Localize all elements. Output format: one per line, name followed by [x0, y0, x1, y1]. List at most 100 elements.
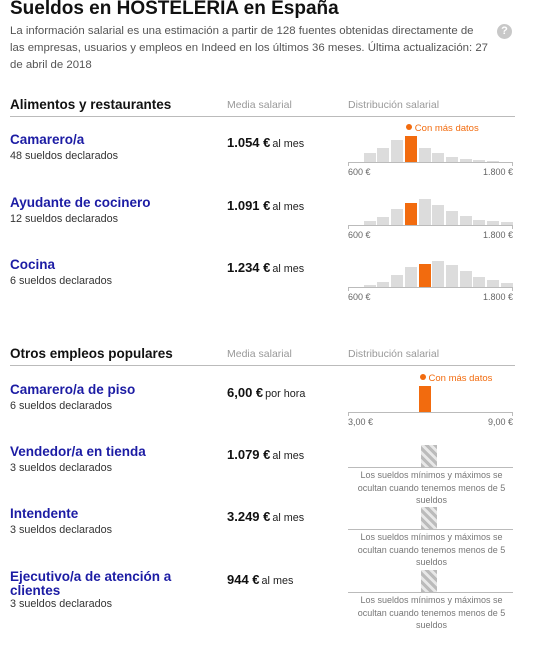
salary-distribution-chart: Los sueldos mínimos y máximos se ocultan…	[348, 507, 515, 567]
reported-salaries-count: 6 sueldos declarados	[10, 275, 113, 287]
chart-max-label: 9,00 €	[487, 417, 513, 427]
salary-period: al mes	[272, 138, 305, 150]
job-title-link[interactable]: Ayudante de cocinero	[10, 195, 151, 210]
chart-bar-median	[404, 203, 417, 225]
chart-bar	[377, 217, 390, 225]
job-title-link[interactable]: Ejecutivo/a de atención a clientes	[10, 569, 172, 598]
marker-label: Con más datos	[414, 123, 479, 134]
job-title-link[interactable]: Intendente	[10, 506, 79, 521]
reported-salaries-count: 3 sueldos declarados	[10, 524, 113, 536]
chart-bar	[377, 282, 390, 287]
chart-baseline	[348, 467, 513, 468]
job-row: Intendente 3 sueldos declarados 3.249 € al …	[0, 507, 541, 567]
marker-label: Con más datos	[428, 373, 493, 384]
salary-distribution-chart: 3,00 € 9,00 € Con más datos	[348, 373, 515, 433]
reported-salaries-count: 48 sueldos declarados	[10, 150, 119, 162]
hidden-range-note: Los sueldos mínimos y máximos se ocultan…	[357, 595, 506, 630]
section-divider	[10, 365, 515, 366]
distribution-column-header: Distribución salarial	[348, 99, 440, 111]
salary-period: al mes	[272, 201, 305, 213]
chart-bar	[500, 222, 513, 225]
chart-min-label: 600 €	[348, 230, 371, 240]
distribution-column-header: Distribución salarial	[348, 348, 440, 360]
job-title-link[interactable]: Camarero/a	[10, 132, 85, 147]
chart-baseline	[348, 592, 513, 593]
chart-bar	[363, 153, 376, 162]
job-row: Cocina 6 sueldos declarados 1.234 € al mes 6…	[0, 258, 541, 318]
job-title-link[interactable]: Cocina	[10, 257, 56, 272]
section-divider	[10, 116, 515, 117]
chart-bar	[363, 285, 376, 287]
reported-salaries-count: 12 sueldos declarados	[10, 213, 119, 225]
salary-distribution-chart: 600 € 1.800 €	[348, 258, 515, 308]
chart-bar	[445, 211, 458, 225]
chart-tick	[512, 287, 513, 291]
salary-amount: 1.079 €	[227, 447, 271, 462]
help-icon[interactable]: ?	[497, 24, 512, 39]
chart-bar	[487, 280, 499, 287]
job-title-link[interactable]: Camarero/a de piso	[10, 382, 136, 397]
hidden-range-note: Los sueldos mínimos y máximos se ocultan…	[357, 470, 506, 505]
most-data-marker: Con más datos	[419, 373, 493, 384]
salary-period: al mes	[272, 450, 305, 462]
chart-bar	[391, 275, 404, 287]
chart-min-label: 600 €	[348, 167, 371, 177]
chart-tick	[348, 287, 349, 291]
salary-amount: 1.054 €	[227, 135, 271, 150]
median-salary: 1.079 € al mes	[227, 446, 304, 464]
chart-bar	[487, 221, 499, 225]
chart-bar	[391, 140, 404, 162]
reported-salaries-count: 6 sueldos declarados	[10, 400, 113, 412]
chart-tick	[512, 162, 513, 166]
page-title: Sueldos en HOSTELERÍA en España	[10, 0, 339, 19]
job-title-link[interactable]: Vendedor/a en tienda	[10, 444, 146, 459]
chart-bar	[418, 148, 431, 162]
median-salary: 6,00 € por hora	[227, 384, 305, 402]
chart-tick	[348, 162, 349, 166]
chart-max-label: 1.800 €	[482, 292, 513, 302]
chart-bar	[473, 160, 486, 162]
median-salary: 1.054 € al mes	[227, 134, 304, 152]
salary-distribution-chart: Los sueldos mínimos y máximos se ocultan…	[348, 570, 515, 630]
salary-amount: 1.091 €	[227, 198, 271, 213]
hidden-range-note: Los sueldos mínimos y máximos se ocultan…	[357, 532, 506, 567]
salary-period: al mes	[272, 263, 305, 275]
salary-period: por hora	[265, 388, 306, 400]
salary-amount: 6,00 €	[227, 385, 264, 400]
median-column-header: Media salarial	[227, 99, 292, 111]
salary-distribution-chart: 600 € 1.800 € Con más datos	[348, 123, 515, 183]
section-title: Alimentos y restaurantes	[10, 97, 172, 112]
salary-amount: 3.249 €	[227, 509, 271, 524]
section-title: Otros empleos populares	[10, 346, 173, 361]
chart-tick	[512, 225, 513, 229]
marker-dot-icon	[405, 124, 412, 130]
salary-distribution-chart: Los sueldos mínimos y máximos se ocultan…	[348, 445, 515, 505]
chart-baseline	[348, 287, 513, 288]
job-row: Ayudante de cocinero 12 sueldos declarado…	[0, 196, 541, 256]
chart-bar	[432, 153, 445, 162]
chart-bar	[363, 221, 376, 225]
salary-amount: 1.234 €	[227, 260, 271, 275]
chart-bar	[500, 283, 513, 287]
median-salary: 1.234 € al mes	[227, 259, 304, 277]
chart-bar	[418, 199, 431, 225]
chart-baseline	[348, 412, 513, 413]
chart-bar	[391, 209, 404, 225]
median-salary: 1.091 € al mes	[227, 197, 304, 215]
chart-bar	[445, 157, 458, 162]
reported-salaries-count: 3 sueldos declarados	[10, 462, 113, 474]
hidden-range-placeholder	[421, 507, 437, 529]
salary-distribution-chart: 600 € 1.800 €	[348, 196, 515, 246]
chart-bar	[432, 261, 445, 287]
chart-max-label: 1.800 €	[482, 230, 513, 240]
chart-baseline	[348, 162, 513, 163]
chart-baseline	[348, 529, 513, 530]
most-data-marker: Con más datos	[405, 123, 479, 134]
job-row: Camarero/a de piso 6 sueldos declarados 6,…	[0, 373, 541, 443]
salary-amount: 944 €	[227, 572, 260, 587]
median-salary: 3.249 € al mes	[227, 508, 304, 526]
hidden-range-placeholder	[421, 445, 437, 467]
page-description: La información salarial es una estimació…	[10, 25, 489, 71]
chart-baseline	[348, 225, 513, 226]
